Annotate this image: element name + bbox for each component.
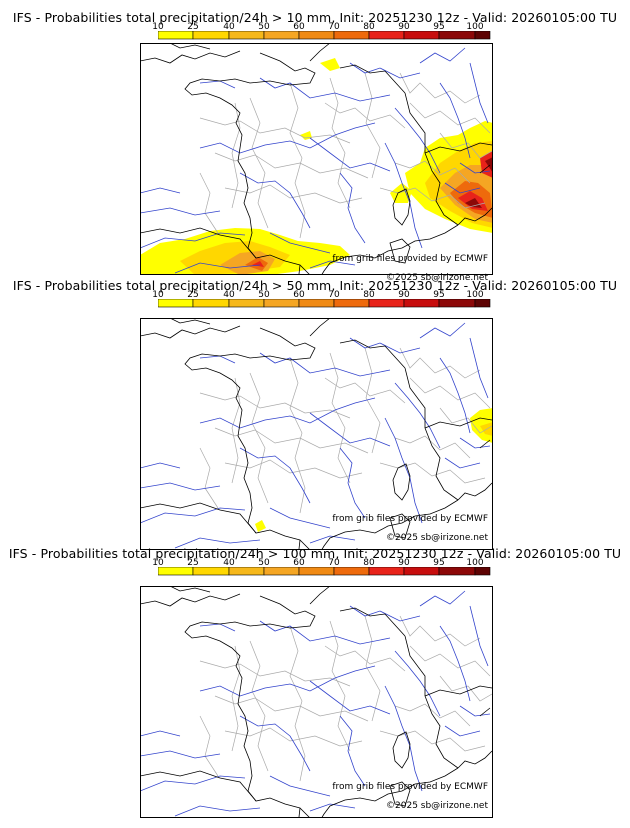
panel-title: IFS - Probabilities total precipitation/… <box>12 278 618 293</box>
map-frame <box>140 43 493 275</box>
scale-tick: 90 <box>398 558 410 568</box>
scale-tick: 50 <box>258 22 270 32</box>
scale-tick: 100 <box>466 22 484 32</box>
panel-100mm: IFS - Probabilities total precipitation/… <box>0 544 630 820</box>
scale-tick: 100 <box>466 558 484 568</box>
scale-tick: 70 <box>328 290 340 300</box>
scale-swatch <box>192 31 230 40</box>
scale-swatch <box>192 299 230 308</box>
scale-tick: 90 <box>398 22 410 32</box>
source-credit: from grib files provided by ECMWF <box>332 254 488 264</box>
scale-tick: 40 <box>223 558 235 568</box>
scale-swatch <box>403 299 440 308</box>
panel-title: IFS - Probabilities total precipitation/… <box>8 546 622 561</box>
scale-tick: 40 <box>223 290 235 300</box>
scale-swatch <box>368 299 405 308</box>
scale-tick: 10 <box>152 22 164 32</box>
scale-swatch <box>333 31 370 40</box>
scale-swatch <box>438 299 476 308</box>
map-50mm <box>140 318 493 550</box>
scale-tick: 70 <box>328 558 340 568</box>
scale-swatch <box>403 567 440 576</box>
scale-tick: 10 <box>152 558 164 568</box>
scale-swatch <box>158 31 194 40</box>
scale-swatch <box>368 567 405 576</box>
scale-swatch <box>228 567 265 576</box>
copyright-credit: ©2025 sb@irizone.net <box>386 533 488 543</box>
scale-tick: 25 <box>187 558 199 568</box>
scale-tick: 25 <box>187 22 199 32</box>
scale-tick: 80 <box>363 558 375 568</box>
scale-swatch <box>298 299 335 308</box>
scale-swatch <box>474 31 491 40</box>
scale-tick: 80 <box>363 290 375 300</box>
map-100mm <box>140 586 493 818</box>
scale-swatch <box>192 567 230 576</box>
source-credit: from grib files provided by ECMWF <box>332 514 488 524</box>
color-scale <box>158 299 491 308</box>
color-scale <box>158 31 491 40</box>
scale-tick: 70 <box>328 22 340 32</box>
panel-10mm: IFS - Probabilities total precipitation/… <box>0 8 630 284</box>
scale-swatch <box>438 567 476 576</box>
scale-tick: 60 <box>293 290 305 300</box>
scale-swatch <box>333 299 370 308</box>
scale-swatch <box>403 31 440 40</box>
scale-swatch <box>228 31 265 40</box>
map-frame <box>140 318 493 550</box>
scale-swatch <box>298 567 335 576</box>
panel-title: IFS - Probabilities total precipitation/… <box>12 10 618 25</box>
scale-swatch <box>474 299 491 308</box>
scale-tick: 60 <box>293 558 305 568</box>
scale-tick: 80 <box>363 22 375 32</box>
scale-swatch <box>298 31 335 40</box>
scale-tick: 40 <box>223 22 235 32</box>
color-scale <box>158 567 491 576</box>
map-10mm <box>140 43 493 275</box>
scale-swatch <box>158 567 194 576</box>
scale-swatch <box>158 299 194 308</box>
scale-swatch <box>263 567 300 576</box>
scale-tick: 95 <box>433 22 445 32</box>
scale-swatch <box>228 299 265 308</box>
scale-swatch <box>368 31 405 40</box>
scale-swatch <box>263 31 300 40</box>
scale-tick: 25 <box>187 290 199 300</box>
scale-tick-labels: 10 25 40 50 60 70 80 90 95 100 <box>152 558 490 569</box>
scale-tick-labels: 10 25 40 50 60 70 80 90 95 100 <box>152 290 490 301</box>
scale-swatch <box>333 567 370 576</box>
scale-tick: 60 <box>293 22 305 32</box>
scale-tick: 90 <box>398 290 410 300</box>
scale-tick: 100 <box>466 290 484 300</box>
scale-tick: 95 <box>433 558 445 568</box>
scale-tick: 95 <box>433 290 445 300</box>
map-frame <box>140 586 493 818</box>
scale-tick: 50 <box>258 558 270 568</box>
scale-tick: 10 <box>152 290 164 300</box>
scale-swatch <box>474 567 491 576</box>
scale-swatch <box>438 31 476 40</box>
scale-swatch <box>263 299 300 308</box>
source-credit: from grib files provided by ECMWF <box>332 782 488 792</box>
copyright-credit: ©2025 sb@irizone.net <box>386 273 488 283</box>
scale-tick-labels: 10 25 40 50 60 70 80 90 95 100 <box>152 22 490 33</box>
scale-tick: 50 <box>258 290 270 300</box>
copyright-credit: ©2025 sb@irizone.net <box>386 801 488 811</box>
panel-50mm: IFS - Probabilities total precipitation/… <box>0 276 630 552</box>
